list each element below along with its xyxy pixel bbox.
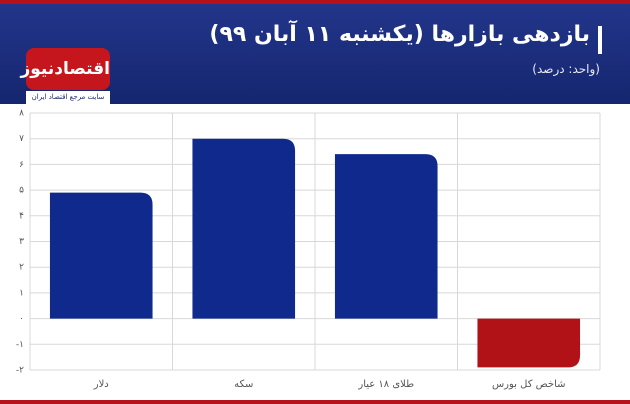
x-tick-label: طلای ۱۸ عیار	[357, 379, 414, 390]
bar	[49, 192, 153, 319]
y-tick-label: ۳	[19, 237, 24, 247]
x-tick-label: سکه	[234, 379, 253, 390]
bottom-border	[0, 400, 630, 404]
bar	[334, 154, 438, 319]
y-tick-label: ۷	[19, 134, 24, 144]
tagline: سایت مرجع اقتصاد ایران	[26, 91, 110, 104]
header: بازدهی بازارها (یکشنبه ۱۱ آبان ۹۹) (واحد…	[0, 0, 630, 104]
x-tick-label: شاخص کل بورس	[492, 379, 566, 390]
bar	[192, 138, 296, 319]
y-tick-label: ۶	[19, 160, 24, 170]
y-tick-label: ۲	[19, 263, 24, 273]
y-tick-label: ۵	[19, 186, 24, 196]
y-tick-label: -۱	[16, 340, 24, 350]
chart-subtitle: (واحد: درصد)	[532, 62, 600, 76]
y-tick-label: ۸	[19, 109, 24, 119]
y-tick-label: ۴	[19, 211, 24, 221]
x-tick-label: دلار	[93, 379, 109, 390]
logo: اقتصادنیوز	[20, 48, 110, 90]
title-bar	[598, 26, 602, 54]
bar	[477, 318, 581, 368]
y-tick-label: ۰	[19, 314, 24, 324]
y-tick-label: ۱	[19, 288, 24, 298]
chart-title: بازدهی بازارها (یکشنبه ۱۱ آبان ۹۹)	[209, 22, 590, 47]
y-tick-label: -۲	[16, 366, 24, 376]
